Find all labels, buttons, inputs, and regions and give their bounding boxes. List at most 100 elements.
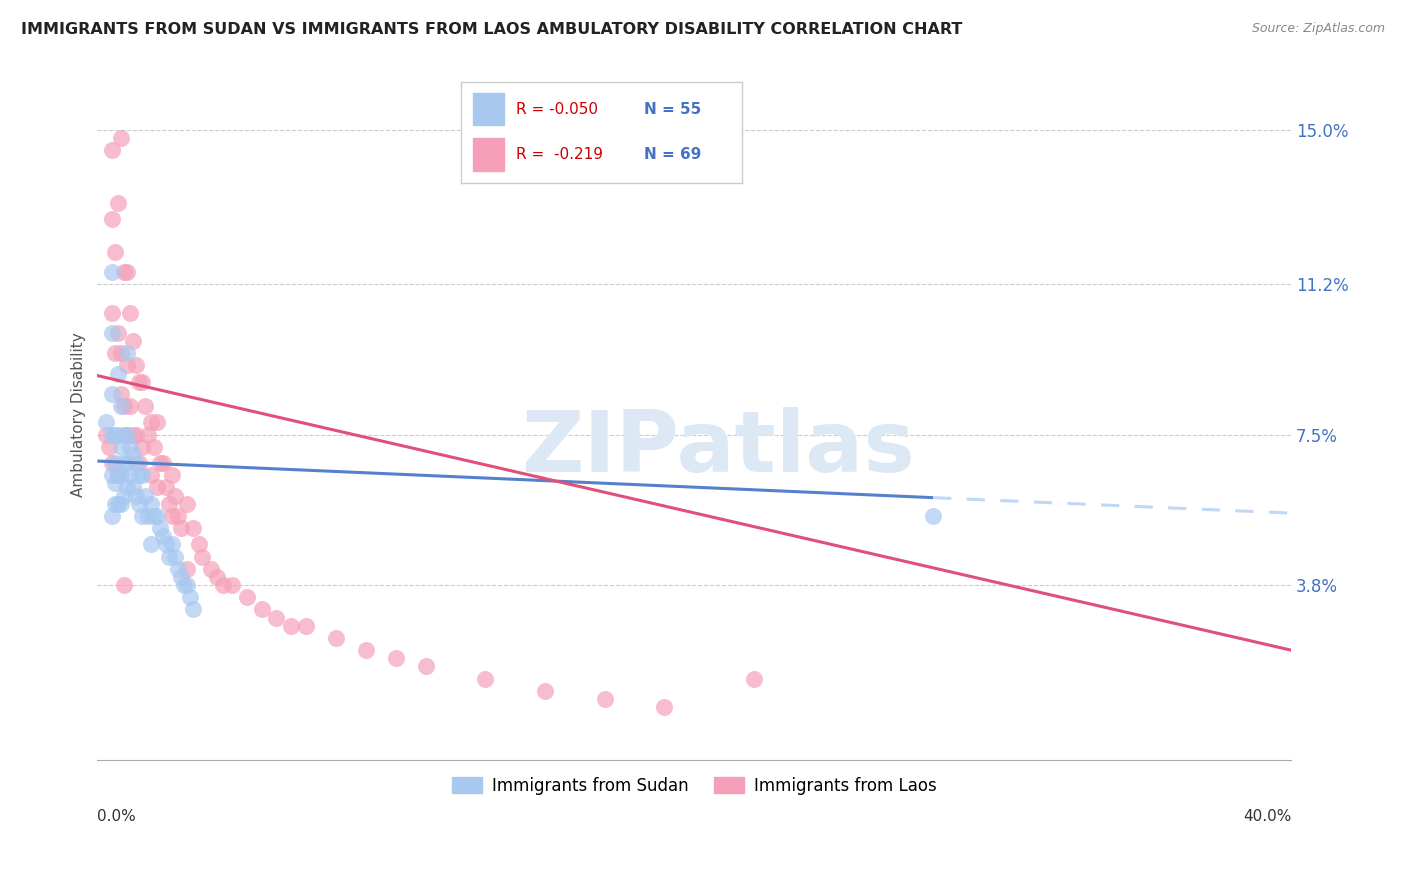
Point bbox=[134, 399, 156, 413]
Point bbox=[96, 427, 118, 442]
Point bbox=[110, 440, 132, 454]
Point bbox=[107, 427, 129, 442]
Point bbox=[354, 643, 377, 657]
Point bbox=[211, 578, 233, 592]
Point bbox=[280, 619, 302, 633]
Y-axis label: Ambulatory Disability: Ambulatory Disability bbox=[72, 332, 86, 497]
Point bbox=[221, 578, 243, 592]
Point bbox=[474, 672, 496, 686]
Point bbox=[101, 265, 124, 279]
Point bbox=[112, 456, 135, 470]
Point bbox=[128, 497, 150, 511]
Point bbox=[101, 468, 124, 483]
Text: 40.0%: 40.0% bbox=[1243, 809, 1291, 824]
Point bbox=[131, 468, 153, 483]
Point bbox=[122, 480, 145, 494]
Point bbox=[149, 521, 172, 535]
Point bbox=[104, 244, 127, 259]
Point bbox=[146, 508, 169, 523]
Point bbox=[101, 326, 124, 340]
Point bbox=[593, 692, 616, 706]
Point bbox=[325, 631, 347, 645]
Point bbox=[120, 468, 142, 483]
Point bbox=[115, 456, 138, 470]
Point bbox=[104, 346, 127, 360]
Point bbox=[191, 549, 214, 564]
Point bbox=[163, 489, 186, 503]
Point bbox=[742, 672, 765, 686]
Point bbox=[157, 549, 180, 564]
Point bbox=[110, 399, 132, 413]
Text: IMMIGRANTS FROM SUDAN VS IMMIGRANTS FROM LAOS AMBULATORY DISABILITY CORRELATION : IMMIGRANTS FROM SUDAN VS IMMIGRANTS FROM… bbox=[21, 22, 963, 37]
Point bbox=[110, 346, 132, 360]
Point bbox=[152, 529, 174, 543]
Point bbox=[115, 265, 138, 279]
Point bbox=[187, 537, 209, 551]
Point bbox=[101, 387, 124, 401]
Point bbox=[107, 497, 129, 511]
Point bbox=[104, 476, 127, 491]
Point bbox=[155, 480, 177, 494]
Point bbox=[266, 610, 288, 624]
Point bbox=[131, 440, 153, 454]
Point bbox=[120, 305, 142, 319]
Point bbox=[157, 497, 180, 511]
Legend: Immigrants from Sudan, Immigrants from Laos: Immigrants from Sudan, Immigrants from L… bbox=[446, 770, 943, 801]
Point bbox=[160, 468, 183, 483]
Point bbox=[107, 367, 129, 381]
Point bbox=[122, 427, 145, 442]
Point bbox=[125, 456, 148, 470]
Point bbox=[534, 683, 557, 698]
Point bbox=[101, 456, 124, 470]
Point bbox=[128, 375, 150, 389]
Point bbox=[295, 619, 318, 633]
Point bbox=[152, 456, 174, 470]
Point bbox=[125, 427, 148, 442]
Point bbox=[235, 591, 257, 605]
Point bbox=[139, 497, 162, 511]
Text: 0.0%: 0.0% bbox=[97, 809, 136, 824]
Point bbox=[205, 570, 228, 584]
Point bbox=[101, 427, 124, 442]
Point bbox=[122, 334, 145, 348]
Point bbox=[101, 508, 124, 523]
Point bbox=[143, 440, 166, 454]
Point bbox=[104, 427, 127, 442]
Point bbox=[131, 508, 153, 523]
Point bbox=[149, 456, 172, 470]
Point bbox=[181, 602, 204, 616]
Point bbox=[136, 427, 159, 442]
Point bbox=[146, 416, 169, 430]
Point bbox=[176, 562, 198, 576]
Point bbox=[101, 212, 124, 227]
Point bbox=[181, 521, 204, 535]
Point bbox=[112, 399, 135, 413]
Point bbox=[104, 497, 127, 511]
Point bbox=[125, 359, 148, 373]
Point bbox=[115, 480, 138, 494]
Point bbox=[170, 570, 193, 584]
Point bbox=[173, 578, 195, 592]
Point bbox=[115, 427, 138, 442]
Point bbox=[107, 468, 129, 483]
Point bbox=[112, 578, 135, 592]
Point bbox=[139, 537, 162, 551]
Point bbox=[654, 700, 676, 714]
Point bbox=[176, 497, 198, 511]
Point bbox=[155, 537, 177, 551]
Point bbox=[143, 508, 166, 523]
Text: Source: ZipAtlas.com: Source: ZipAtlas.com bbox=[1251, 22, 1385, 36]
Point bbox=[136, 508, 159, 523]
Point bbox=[110, 130, 132, 145]
Point bbox=[98, 440, 121, 454]
Point bbox=[112, 265, 135, 279]
Point bbox=[163, 549, 186, 564]
Point bbox=[385, 651, 408, 665]
Point bbox=[104, 456, 127, 470]
Point bbox=[120, 440, 142, 454]
Point bbox=[110, 387, 132, 401]
Point bbox=[115, 359, 138, 373]
Point bbox=[110, 497, 132, 511]
Point bbox=[101, 143, 124, 157]
Point bbox=[112, 427, 135, 442]
